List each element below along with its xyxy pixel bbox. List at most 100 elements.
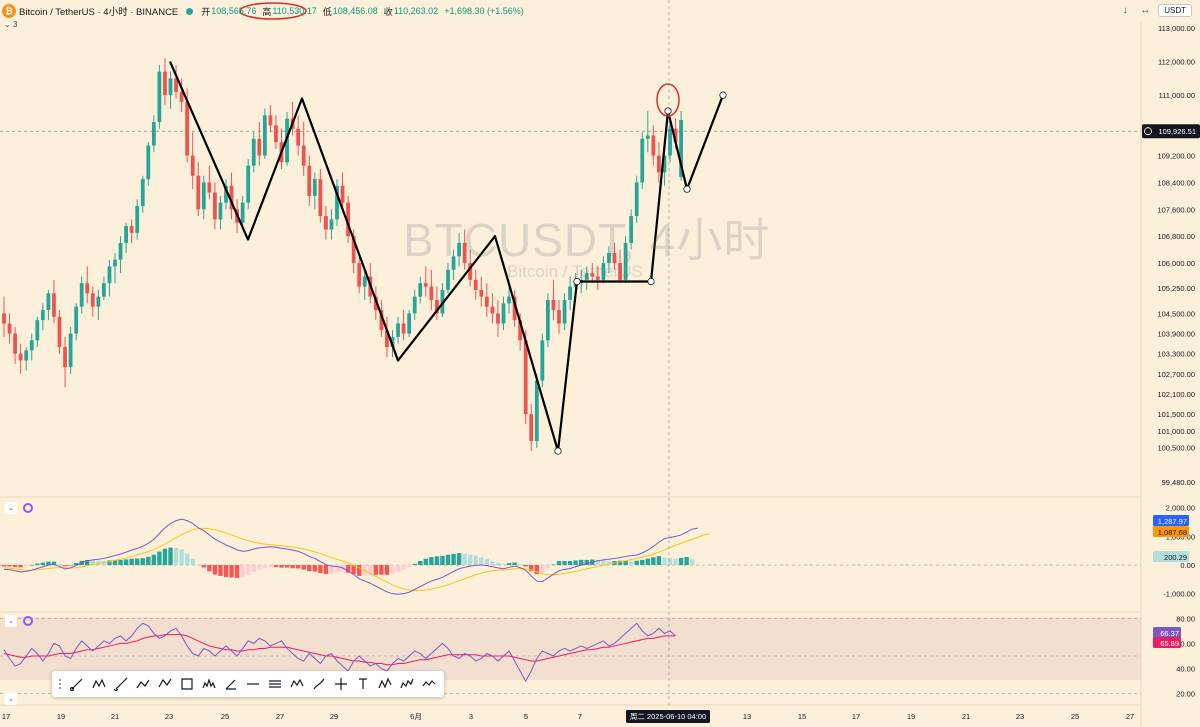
macd-histogram-bar <box>318 565 323 574</box>
macd-tick-label: 2,000.00 <box>1166 504 1195 513</box>
candle-body <box>79 283 84 307</box>
macd-histogram-bar <box>307 565 312 572</box>
candle-body <box>401 323 406 334</box>
currency-button[interactable]: USDT <box>1158 3 1192 17</box>
open-value: 108,565.76 <box>211 6 257 16</box>
watermark-symbol: BTCUSDT, 4小时 <box>403 214 771 266</box>
price-tick-label: 109,200.00 <box>1157 152 1195 161</box>
candle-body <box>385 330 389 348</box>
macd-histogram-bar <box>68 564 73 566</box>
macd-histogram-bar <box>340 565 345 572</box>
candle-body <box>379 310 384 331</box>
candle-body <box>35 320 40 341</box>
time-axis[interactable]: 17 19 21 23 25 27 29 6月 3 5 7 13 15 17 19 21 23 25 27 周二 20… <box>2 710 1134 723</box>
macd-histogram-bar <box>573 560 578 566</box>
candle-body <box>340 185 345 203</box>
arrow-down-icon[interactable]: ↓ <box>1122 4 1128 16</box>
price-axis[interactable]: 113,000.00112,000.00111,000.00110,000.00… <box>1142 24 1200 699</box>
price-tick-label: 104,500.00 <box>1157 309 1195 318</box>
angle-icon[interactable] <box>220 673 242 695</box>
macd-histogram-bar <box>434 556 440 566</box>
candle-body <box>484 296 489 307</box>
symbol-title[interactable]: Bitcoin / TetherUS · 4小时 · BINANCE <box>19 7 179 18</box>
price-tick-label: 107,600.00 <box>1157 205 1195 214</box>
macd-value-label: 1,287.97 <box>1158 517 1187 526</box>
candle-body <box>268 115 273 126</box>
macd-histogram-bar <box>601 560 606 566</box>
high-value: 110,530.17 <box>272 6 317 16</box>
candle-body <box>168 78 173 96</box>
polyline-icon[interactable] <box>418 673 440 695</box>
xabcd-pattern-icon[interactable] <box>88 673 110 695</box>
zigzag-drawing[interactable] <box>168 61 727 455</box>
macd-histogram-bar <box>418 561 423 566</box>
candle-body <box>124 226 128 243</box>
chevron-down-icon[interactable]: ⌄ <box>5 693 17 705</box>
split-icon[interactable]: ↔ <box>1140 4 1151 16</box>
macd-histogram-bar <box>551 564 556 566</box>
path-icon[interactable] <box>132 673 154 695</box>
macd-histogram-bar <box>190 558 195 566</box>
candle-body <box>90 293 95 307</box>
macd-value-label: 1,087.68 <box>1158 528 1187 537</box>
candle-body <box>457 242 461 257</box>
time-tick-label: 27 <box>276 712 284 721</box>
candle-body <box>196 175 201 210</box>
parallel-channel-icon[interactable] <box>264 673 286 695</box>
abcd-pattern-icon[interactable] <box>154 673 176 695</box>
candle-body <box>40 310 45 321</box>
chevron-down-icon[interactable]: ⌄ <box>5 502 17 514</box>
chevron-down-icon[interactable]: ⌄ <box>5 615 17 627</box>
drag-handle-icon[interactable] <box>56 677 64 691</box>
three-drives-icon[interactable] <box>396 673 418 695</box>
candle-body <box>146 145 151 180</box>
candle-body <box>473 279 478 290</box>
ray-icon[interactable] <box>110 673 132 695</box>
macd-histogram-bar <box>35 563 40 566</box>
elliott-wave-icon[interactable] <box>286 673 308 695</box>
horizontal-line-icon[interactable] <box>242 673 264 695</box>
zigzag-handle <box>719 91 727 99</box>
crosshair-icon[interactable] <box>330 673 352 695</box>
candle-body <box>296 128 301 146</box>
candle-body <box>257 138 262 156</box>
cypher-pattern-icon[interactable] <box>374 673 396 695</box>
macd-histogram-bar <box>257 565 262 570</box>
macd-tick-label: 0.00 <box>1180 561 1195 570</box>
macd-histogram-bar <box>240 565 245 578</box>
time-tick-label: 3 <box>469 712 473 721</box>
price-tick-label: 101,500.00 <box>1157 410 1195 419</box>
price-tick-label: 102,100.00 <box>1157 390 1195 399</box>
brush-icon[interactable] <box>308 673 330 695</box>
high-label: 高 <box>262 6 272 17</box>
head-shoulders-icon[interactable] <box>198 673 220 695</box>
macd-histogram-bar <box>29 564 34 566</box>
text-icon[interactable] <box>352 673 374 695</box>
bitcoin-icon[interactable]: ₿ <box>2 4 16 18</box>
macd-histogram-bar <box>246 565 251 576</box>
price-tick-label: 111,000.00 <box>1159 91 1195 100</box>
price-tick-label: 101,000.00 <box>1157 427 1195 436</box>
candle-body <box>496 313 500 324</box>
macd-histogram-bar <box>440 555 445 566</box>
macd-histogram-bar <box>462 553 467 566</box>
candle-body <box>518 320 523 341</box>
collapse-toggle[interactable]: ⌄ 3 <box>4 20 17 29</box>
price-tick-label: 99,480.00 <box>1162 478 1195 487</box>
trend-line-icon[interactable] <box>66 673 88 695</box>
candle-body <box>74 306 79 334</box>
candle-body <box>113 259 117 267</box>
macd-pane <box>0 518 1141 595</box>
candle-body <box>346 202 350 237</box>
macd-histogram-bar <box>579 559 584 566</box>
candle-body <box>262 115 267 156</box>
high-value-annotation <box>239 2 307 20</box>
market-status-icon <box>186 7 194 15</box>
macd-histogram-bar <box>123 559 129 566</box>
macd-histogram-bar <box>623 560 628 566</box>
peak-annotation <box>656 83 680 117</box>
rectangle-icon[interactable] <box>176 673 198 695</box>
candle-body <box>584 273 589 280</box>
macd-histogram-bar <box>85 560 90 566</box>
